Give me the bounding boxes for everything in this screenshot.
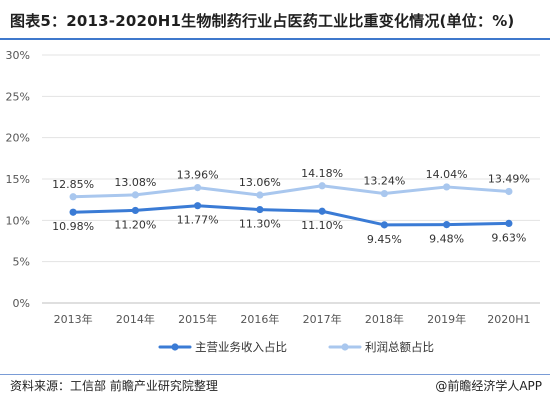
data-label: 14.18% [301,167,343,180]
data-label: 9.45% [367,233,402,246]
data-label: 9.48% [429,233,464,246]
data-point [131,206,139,215]
data-point [69,208,77,216]
data-point [256,191,264,199]
line-chart: 0% 5% 10% 15% 20% 25% 30% 2013年 2014年 2015年 2016年… [6,49,540,354]
data-point [443,183,451,191]
data-label: 13.49% [488,172,530,185]
data-label: 13.08% [114,176,156,189]
data-label: 13.06% [239,176,281,189]
data-label: 11.20% [114,218,156,231]
y-tick-label: 30% [6,49,30,62]
y-axis-ticks: 0% 5% 10% 15% 20% 25% 30% [6,49,30,310]
footer-rule [0,374,550,375]
data-label: 13.96% [177,169,219,182]
y-tick-label: 10% [6,214,30,227]
title-rule [0,38,550,40]
data-point [131,191,139,199]
data-label: 10.98% [52,220,94,233]
data-label: 13.24% [363,175,405,188]
brand-credit: @前瞻经济学人APP [435,379,542,393]
y-tick-label: 5% [13,256,30,269]
y-tick-label: 20% [6,132,30,145]
data-point [505,187,513,196]
x-tick-label: 2019年 [427,312,466,326]
data-label: 12.85% [52,178,94,191]
grid-lines [42,54,540,304]
data-point [69,193,77,201]
x-axis-ticks: 2013年 2014年 2015年 2016年 2017年 2018年 2019年 2020H… [54,312,531,326]
data-point [194,202,202,210]
data-point [380,189,388,198]
legend: 主营业务收入占比 利润总额占比 [158,340,434,354]
data-point [318,207,326,215]
x-tick-label: 2017年 [303,312,342,326]
legend-label: 主营业务收入占比 [195,340,287,354]
x-tick-label: 2014年 [116,312,155,326]
data-point [318,182,326,190]
source-note: 资料来源：工信部 前瞻产业研究院整理 [10,379,218,393]
data-point [256,205,264,214]
data-point [194,183,202,192]
data-point [380,221,388,229]
data-label: 9.63% [491,231,526,244]
chart-title: 图表5：2013-2020H1生物制药行业占医药工业比重变化情况(单位：%) [10,12,515,30]
legend-label: 利润总额占比 [365,340,434,354]
legend-swatch-marker [341,343,349,351]
x-tick-label: 2013年 [54,312,93,326]
y-tick-label: 0% [13,297,30,310]
data-point [505,219,513,227]
x-tick-label: 2016年 [240,312,279,326]
series-layer [69,182,513,229]
y-tick-label: 15% [6,173,30,186]
y-tick-label: 25% [6,90,30,103]
series-line-1 [71,204,511,227]
x-tick-label: 2015年 [178,312,217,326]
legend-swatch-marker [171,343,179,351]
series-line-2 [71,184,511,199]
x-tick-label: 2018年 [365,312,404,326]
data-label: 11.30% [239,218,281,231]
x-tick-label: 2020H1 [487,313,530,326]
data-label: 11.10% [301,219,343,232]
data-label: 14.04% [426,168,468,181]
data-labels: 10.98% 11.20% 11.77% 11.30% 11.10% 9.45% 9.48%… [52,167,530,246]
data-label: 11.77% [177,214,219,227]
data-point [443,221,451,229]
